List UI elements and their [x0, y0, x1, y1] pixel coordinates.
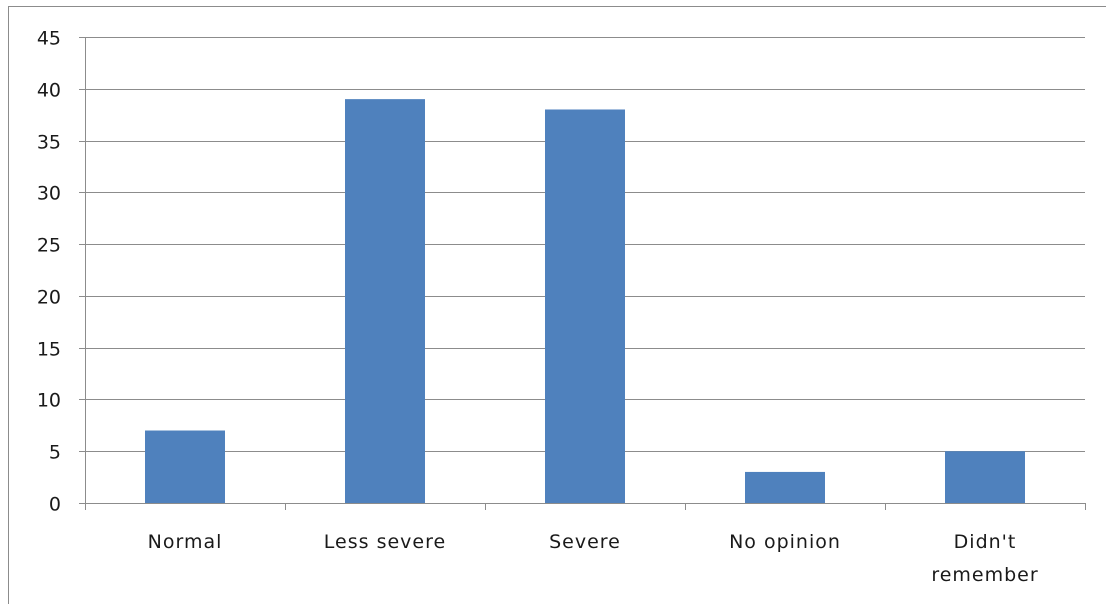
y-tick-label: 10 [37, 390, 61, 412]
bar-severe [545, 109, 625, 503]
bar-no-opinion [745, 471, 825, 503]
y-tick-label: 45 [37, 28, 61, 50]
y-tick-label: 20 [37, 287, 61, 309]
x-category-label: Less severe [324, 531, 446, 553]
x-category-label: Didn't [954, 531, 1017, 553]
y-tick-label: 35 [37, 132, 61, 154]
y-tick-label: 15 [37, 339, 61, 361]
x-category-label: Normal [148, 531, 223, 553]
y-tick-label: 30 [37, 183, 61, 205]
x-category-label: Severe [549, 531, 621, 553]
bar-didn-t-remember [945, 451, 1025, 503]
y-tick-label: 0 [49, 494, 61, 516]
y-tick-label: 40 [37, 80, 61, 102]
y-tick-label: 5 [49, 442, 61, 464]
chart-frame [8, 6, 1106, 604]
x-category-label: remember [931, 564, 1038, 586]
bar-less-severe [345, 99, 425, 503]
x-category-label: No opinion [729, 531, 841, 553]
bar-normal [145, 430, 225, 503]
y-tick-label: 25 [37, 235, 61, 257]
